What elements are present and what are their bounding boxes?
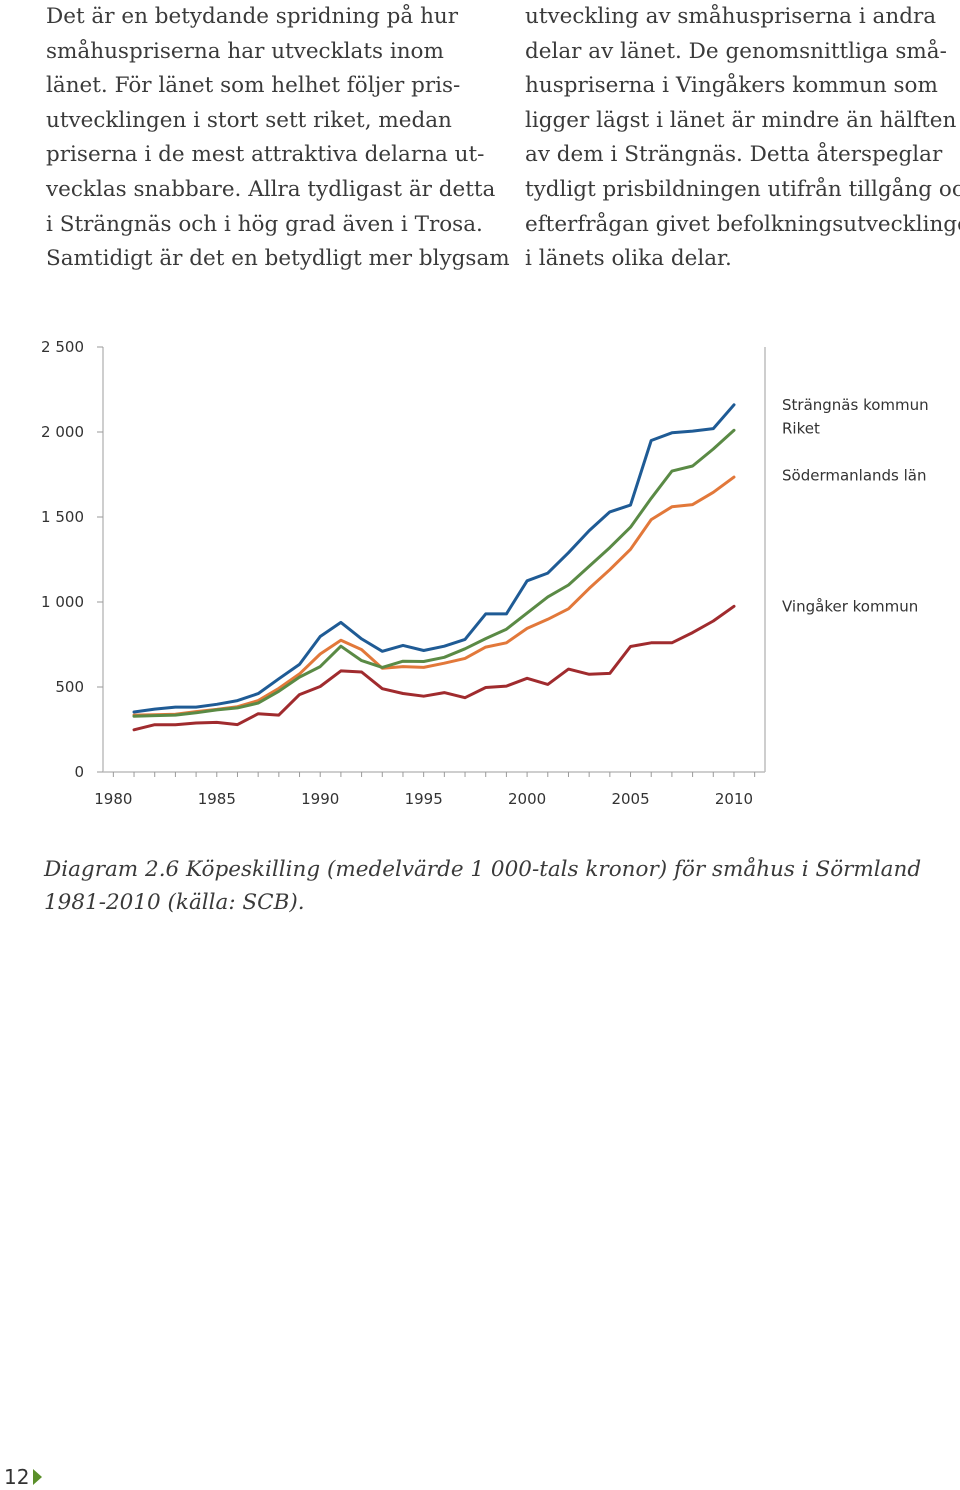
x-tick-label: 2010 bbox=[715, 790, 753, 808]
y-tick-label: 500 bbox=[55, 678, 84, 696]
page-number: 12 bbox=[4, 1465, 43, 1489]
x-tick-label: 2000 bbox=[508, 790, 546, 808]
page-arrow-icon bbox=[33, 1469, 43, 1485]
legend-label: Riket bbox=[782, 420, 820, 438]
x-tick-label: 1995 bbox=[405, 790, 443, 808]
text-line: länet. För länet som helhet följer pris- bbox=[46, 73, 461, 99]
series-line bbox=[132, 428, 736, 718]
series-line bbox=[132, 604, 736, 732]
text-line: delar av länet. De genomsnittliga små- bbox=[525, 38, 947, 64]
legend-label: Vingåker kommun bbox=[782, 597, 918, 615]
text-line: i länets olika delar. bbox=[525, 246, 732, 272]
text-line: ligger lägst i länet är mindre än hälfte… bbox=[525, 107, 957, 133]
figure-caption: Diagram 2.6 Köpeskilling (medelvärde 1 0… bbox=[44, 853, 922, 919]
legend-label: Strängnäs kommun bbox=[782, 396, 929, 414]
x-tick-label: 1980 bbox=[94, 790, 132, 808]
y-tick-label: 1 500 bbox=[41, 508, 84, 526]
text-line: utvecklingen i stort sett riket, medan bbox=[46, 107, 452, 133]
text-line: småhuspriserna har utvecklats inom bbox=[46, 38, 444, 64]
y-tick-label: 0 bbox=[74, 763, 84, 781]
y-tick-label: 2 000 bbox=[41, 423, 84, 441]
text-line: priserna i de mest attraktiva delarna ut… bbox=[46, 142, 485, 168]
series-line bbox=[132, 475, 736, 717]
series-line bbox=[132, 403, 736, 714]
text-line: efterfrågan givet befolkningsutvecklinge… bbox=[525, 211, 960, 237]
text-line: av dem i Strängnäs. Detta återspeglar bbox=[525, 142, 943, 168]
page-number-text: 12 bbox=[4, 1465, 30, 1489]
caption-line: 1981-2010 (källa: SCB). bbox=[44, 890, 305, 915]
y-tick-label: 1 000 bbox=[41, 593, 84, 611]
text-line: vecklas snabbare. Allra tydligast är det… bbox=[46, 176, 496, 202]
caption-line: Diagram 2.6 Köpeskilling (medelvärde 1 0… bbox=[44, 857, 922, 882]
text-line: Samtidigt är det en betydligt mer blygsa… bbox=[46, 246, 510, 272]
y-tick-label: 2 500 bbox=[41, 338, 84, 356]
body-text-right-column: utveckling av småhuspriserna i andra del… bbox=[525, 0, 960, 277]
x-tick-label: 1985 bbox=[198, 790, 236, 808]
text-line: i Strängnäs och i hög grad även i Trosa. bbox=[46, 211, 483, 237]
text-line: tydligt prisbildningen utifrån tillgång … bbox=[525, 176, 960, 202]
x-tick-label: 2005 bbox=[611, 790, 649, 808]
line-chart: 0 500 1 000 1 500 2 000 2 500 1980 1985 1990 1995… bbox=[41, 338, 929, 808]
x-tick-label: 1990 bbox=[301, 790, 339, 808]
text-line: Det är en betydande spridning på hur bbox=[46, 4, 459, 29]
text-line: utveckling av småhuspriserna i andra bbox=[525, 4, 937, 29]
body-text-left-column: Det är en betydande spridning på hur små… bbox=[46, 0, 510, 277]
legend-label: Södermanlands län bbox=[782, 466, 927, 484]
text-line: huspriserna i Vingåkers kommun som bbox=[525, 73, 938, 99]
